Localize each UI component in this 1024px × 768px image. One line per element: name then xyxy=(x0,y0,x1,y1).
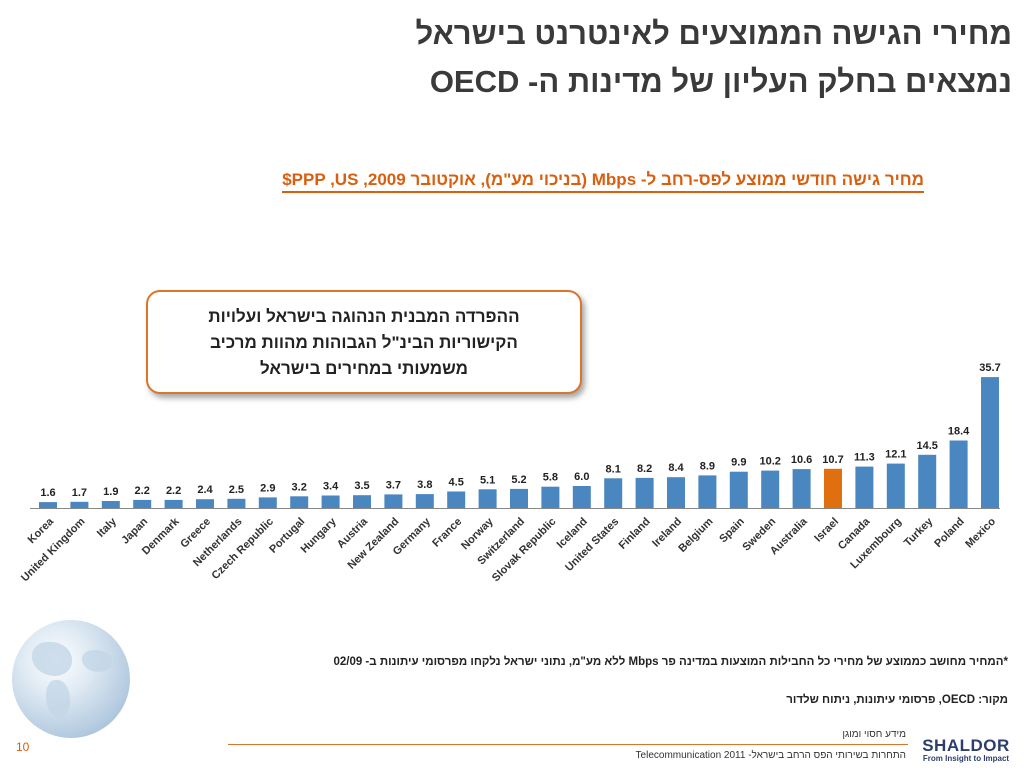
value-label-france: 4.5 xyxy=(449,477,464,489)
bar-france xyxy=(447,491,466,508)
footer-caption: התחרות בשירותי הפס הרחב בישראל- Telecomm… xyxy=(635,750,906,761)
category-label-spain: Spain xyxy=(717,515,747,545)
logo-tagline: From Insight to Impact xyxy=(922,754,1010,763)
callout-box: ההפרדה המבנית הנהוגה בישראל ועלויות הקיש… xyxy=(146,290,582,394)
category-label-belgium: Belgium xyxy=(676,515,715,554)
bar-turkey xyxy=(918,454,937,508)
bar-hungary xyxy=(321,495,340,508)
callout-line-3: משמעותי במחירים בישראל xyxy=(259,359,469,378)
bar-mexico xyxy=(981,377,999,508)
category-label-israel: Israel xyxy=(812,516,841,545)
value-label-belgium: 8.9 xyxy=(700,460,715,472)
bar-korea xyxy=(39,502,57,508)
value-label-greece: 2.4 xyxy=(197,484,213,496)
bar-germany xyxy=(415,494,434,508)
value-label-switzerland: 5.2 xyxy=(511,474,526,486)
bar-spain xyxy=(729,471,748,508)
bar-finland xyxy=(635,477,654,508)
bar-luxembourg xyxy=(886,463,905,508)
value-label-iceland: 6.0 xyxy=(574,471,589,483)
value-label-united-states: 8.1 xyxy=(606,463,621,475)
bar-japan xyxy=(133,499,152,508)
bar-canada xyxy=(855,466,874,508)
bar-netherlands xyxy=(227,498,246,508)
bar-czech-republic xyxy=(258,497,277,508)
bar-poland xyxy=(949,440,968,508)
value-label-czech-republic: 2.9 xyxy=(260,482,275,494)
slide-title: מחירי הגישה הממוצעים לאינטרנט בישראל נמצ… xyxy=(312,10,1012,106)
bar-norway xyxy=(478,489,497,508)
value-label-italy: 1.9 xyxy=(103,486,118,498)
bar-greece xyxy=(196,499,214,508)
value-label-finland: 8.2 xyxy=(637,463,652,475)
bar-new-zealand xyxy=(384,494,403,508)
chart-title: מחיר גישה חודשי ממוצע לפס-רחב ל- Mbps (ב… xyxy=(282,170,924,193)
shaldor-logo: SHALDOR From Insight to Impact xyxy=(918,736,1014,763)
source-note: מקור: OECD, פרסומי עיתונות, ניתוח שלדור xyxy=(786,694,1008,706)
footnote: *המחיר מחושב כממוצע של מחירי כל החבילות … xyxy=(333,656,1008,668)
value-label-australia: 10.6 xyxy=(791,454,812,466)
value-label-austria: 3.5 xyxy=(354,480,369,492)
value-label-sweden: 10.2 xyxy=(759,456,780,468)
bar-ireland xyxy=(667,477,685,508)
bar-slovak-republic xyxy=(541,486,560,508)
value-label-germany: 3.8 xyxy=(417,479,432,491)
confidential-label: מידע חסוי ומוגן xyxy=(842,729,906,740)
value-label-slovak-republic: 5.8 xyxy=(543,472,558,484)
globe-image xyxy=(12,620,130,738)
bar-switzerland xyxy=(510,488,528,508)
value-label-spain: 9.9 xyxy=(731,457,746,469)
value-label-poland: 18.4 xyxy=(948,426,970,438)
value-label-korea: 1.6 xyxy=(40,487,55,499)
page-number: 10 xyxy=(16,740,30,754)
bar-sweden xyxy=(761,470,780,508)
category-label-poland: Poland xyxy=(932,516,966,550)
bar-portugal xyxy=(290,496,309,508)
value-label-turkey: 14.5 xyxy=(916,440,937,452)
bar-iceland xyxy=(572,486,591,508)
bar-austria xyxy=(353,495,371,508)
value-label-canada: 11.3 xyxy=(854,452,875,464)
bar-belgium xyxy=(698,475,717,508)
footer-divider xyxy=(228,744,908,745)
title-line-1: מחירי הגישה הממוצעים לאינטרנט בישראל xyxy=(415,16,1012,51)
value-label-japan: 2.2 xyxy=(135,485,150,497)
logo-text: SHALDOR xyxy=(922,736,1010,755)
bar-denmark xyxy=(164,499,183,508)
value-label-israel: 10.7 xyxy=(822,454,843,466)
bar-israel xyxy=(824,468,842,508)
value-label-norway: 5.1 xyxy=(480,474,495,486)
title-line-2: נמצאים בחלק העליון של מדינות ה- OECD xyxy=(429,64,1012,99)
callout-line-2: הקישוריות הבינ"ל הגבוהות מהוות מרכיב xyxy=(210,333,518,352)
bar-united-kingdom xyxy=(70,501,89,508)
value-label-luxembourg: 12.1 xyxy=(885,449,906,461)
bar-australia xyxy=(792,469,811,508)
value-label-ireland: 8.4 xyxy=(668,462,684,474)
value-label-portugal: 3.2 xyxy=(292,481,307,493)
value-label-hungary: 3.4 xyxy=(323,481,339,493)
value-label-denmark: 2.2 xyxy=(166,485,181,497)
value-label-netherlands: 2.5 xyxy=(229,484,244,496)
value-label-mexico: 35.7 xyxy=(979,362,1000,374)
bar-italy xyxy=(101,501,120,508)
value-label-new-zealand: 3.7 xyxy=(386,479,401,491)
value-label-united-kingdom: 1.7 xyxy=(72,487,87,499)
category-label-finland: Finland xyxy=(617,516,653,552)
callout-line-1: ההפרדה המבנית הנהוגה בישראל ועלויות xyxy=(208,307,520,326)
category-label-italy: Italy xyxy=(95,515,120,540)
category-label-mexico: Mexico xyxy=(963,515,998,550)
category-label-hungary: Hungary xyxy=(299,515,340,556)
bar-united-states xyxy=(604,478,623,508)
category-label-turkey: Turkey xyxy=(902,515,936,549)
